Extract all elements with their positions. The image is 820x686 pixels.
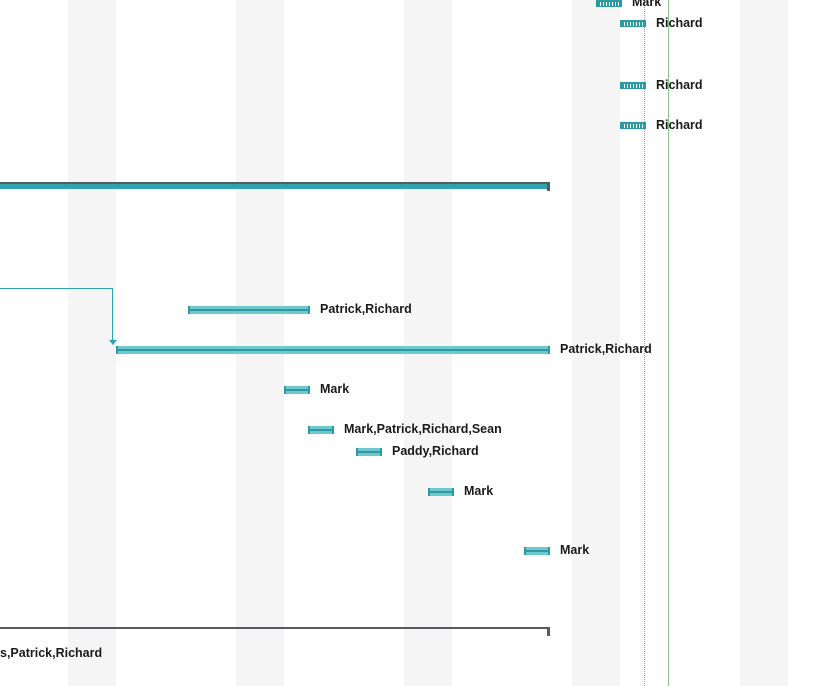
status-date-line bbox=[644, 0, 645, 686]
dependency-link bbox=[0, 288, 113, 289]
task-bar[interactable] bbox=[356, 448, 382, 456]
summary-task-bar[interactable] bbox=[0, 627, 549, 629]
dependency-arrow-icon bbox=[109, 340, 117, 345]
resource-label: Patrick,Richard bbox=[560, 342, 652, 356]
task-bar[interactable] bbox=[620, 82, 646, 89]
dependency-link bbox=[112, 288, 113, 340]
task-bar[interactable] bbox=[596, 0, 622, 7]
resource-label: s,Patrick,Richard bbox=[0, 646, 103, 660]
resource-label: Richard bbox=[656, 118, 703, 132]
resource-label: Mark,Patrick,Richard,Sean bbox=[344, 422, 502, 436]
task-bar[interactable] bbox=[620, 20, 646, 27]
task-bar[interactable] bbox=[620, 122, 646, 129]
timescale-column-band bbox=[404, 0, 452, 686]
timescale-column-band bbox=[740, 0, 788, 686]
resource-label: Richard bbox=[656, 16, 703, 30]
task-bar[interactable] bbox=[428, 488, 454, 496]
resource-label: Mark bbox=[632, 0, 662, 9]
summary-task-end-cap bbox=[547, 627, 550, 636]
task-bar[interactable] bbox=[524, 547, 550, 555]
resource-label: Paddy,Richard bbox=[392, 444, 479, 458]
timescale-column-band bbox=[572, 0, 620, 686]
summary-task-end-cap bbox=[547, 182, 550, 191]
resource-label: Mark bbox=[320, 382, 350, 396]
resource-label: Mark bbox=[560, 543, 590, 557]
task-bar[interactable] bbox=[188, 306, 310, 314]
task-bar[interactable] bbox=[116, 346, 550, 354]
summary-task-bar[interactable] bbox=[0, 182, 549, 189]
task-bar[interactable] bbox=[284, 386, 310, 394]
resource-label: Mark bbox=[464, 484, 494, 498]
current-date-line bbox=[668, 0, 669, 686]
timescale-column-band bbox=[236, 0, 284, 686]
resource-label: Patrick,Richard bbox=[320, 302, 412, 316]
task-bar[interactable] bbox=[308, 426, 334, 434]
timescale-column-band bbox=[68, 0, 116, 686]
resource-label: Richard bbox=[656, 78, 703, 92]
